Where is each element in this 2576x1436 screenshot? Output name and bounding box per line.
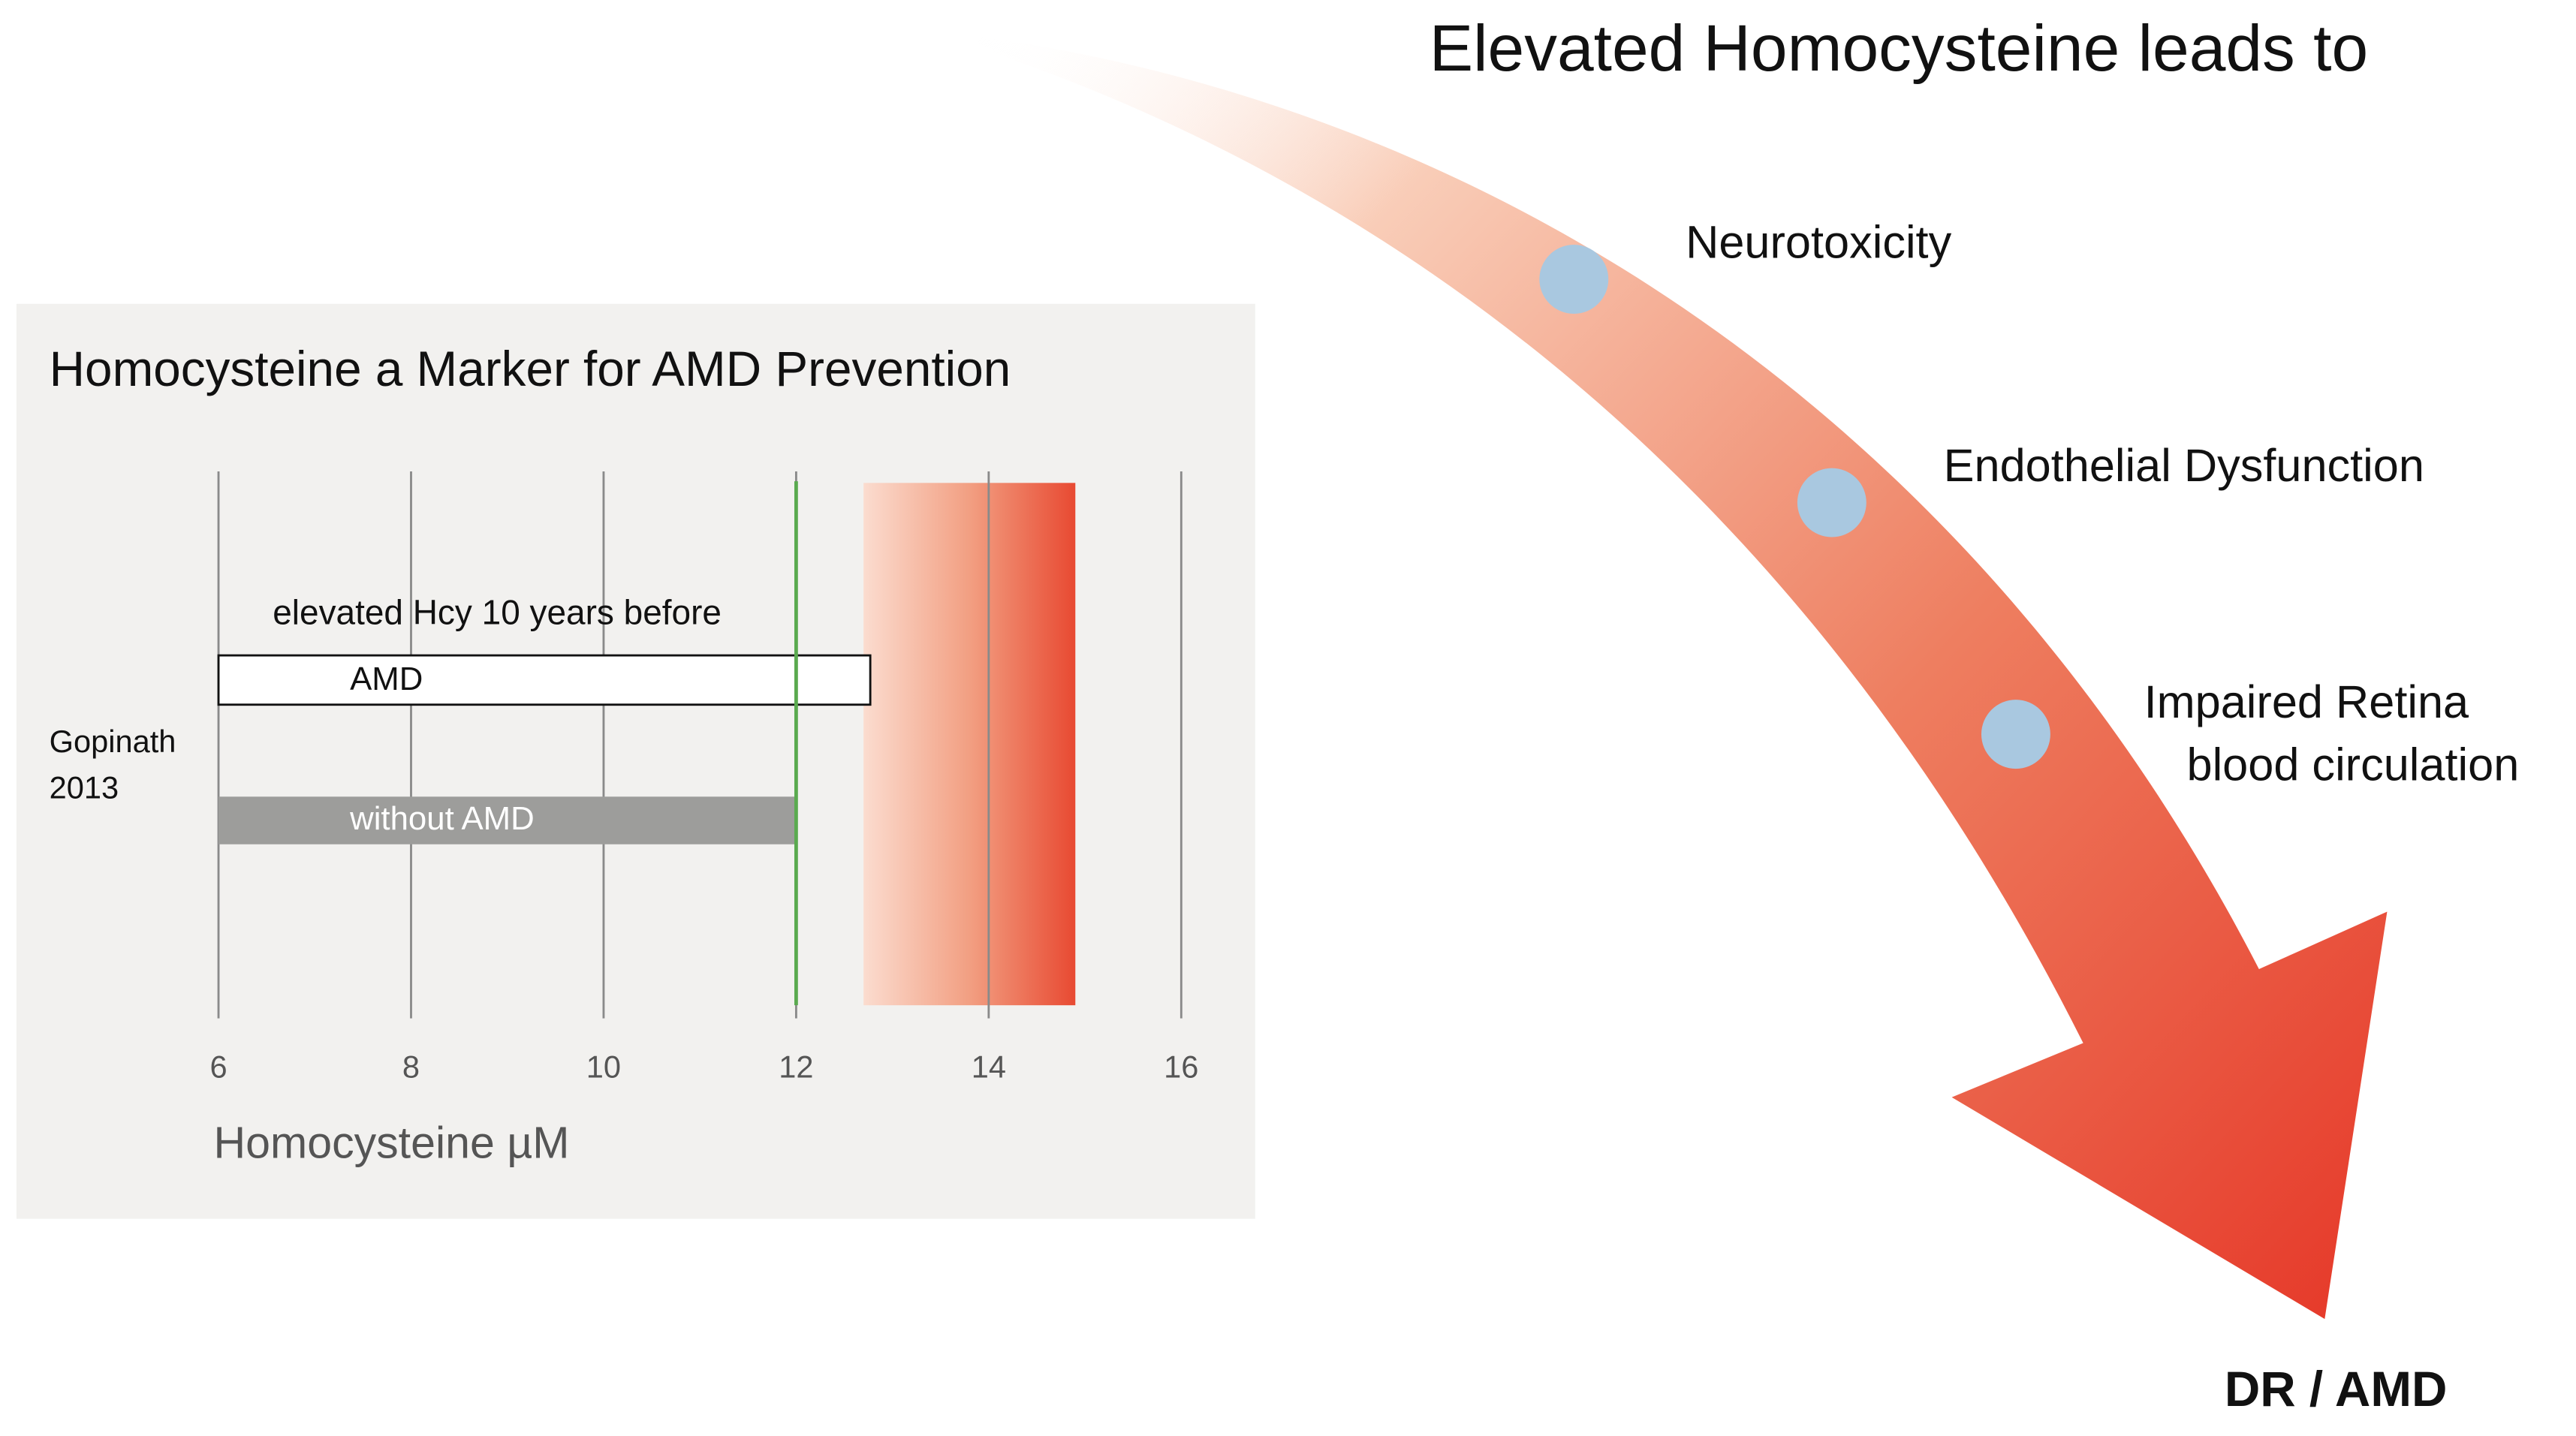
step-label-neurotoxicity: Neurotoxicity xyxy=(1686,216,1952,268)
bar-label-amd: AMD xyxy=(350,661,423,698)
group-label-1: Gopinath xyxy=(49,726,176,761)
step-label-circulation: blood circulation xyxy=(2186,739,2520,790)
step-label-endothelial: Endothelial Dysfunction xyxy=(1943,440,2424,492)
elevated-range-band xyxy=(863,483,1076,1006)
bar-label-without-amd: without AMD xyxy=(350,801,535,838)
bar-amd xyxy=(217,654,872,706)
step-label-retina: Impaired Retina xyxy=(2144,676,2469,728)
chart-title: Homocysteine a Marker for AMD Prevention xyxy=(49,343,1011,398)
step-dot-2 xyxy=(1797,468,1866,537)
x-tick-label: 8 xyxy=(402,1051,420,1086)
x-tick-label: 12 xyxy=(779,1051,814,1086)
x-axis-label: Homocysteine µM xyxy=(213,1118,570,1168)
x-tick-label: 10 xyxy=(586,1051,622,1086)
annotation: elevated Hcy 10 years before xyxy=(273,595,722,633)
outcome-label: DR / AMD xyxy=(2224,1363,2448,1418)
chart-plot xyxy=(217,471,1183,1019)
x-tick-label: 16 xyxy=(1164,1051,1199,1086)
x-tick-label: 6 xyxy=(209,1051,227,1086)
x-tick-label: 14 xyxy=(971,1051,1006,1086)
bar-without-amd xyxy=(218,796,797,844)
group-label-2: 2013 xyxy=(49,772,119,807)
step-dot-3 xyxy=(1981,700,2050,769)
curved-arrow xyxy=(953,32,2388,1320)
step-dot-1 xyxy=(1539,245,1609,314)
headline: Elevated Homocysteine leads to xyxy=(1429,13,2369,86)
